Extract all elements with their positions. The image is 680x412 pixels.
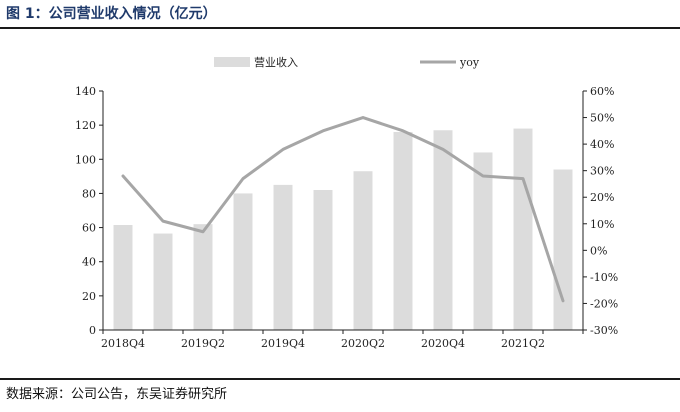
revenue-bar-2021Q2 [513,128,533,330]
revenue-bar-2020Q3 [393,131,413,330]
right-axis-ticks: -30% -20% -10% 0% 10% 20% 30% 40% 50% 60% [583,85,618,337]
right-tick-label: 0% [590,244,607,257]
yoy-line-series [121,116,565,303]
x-axis-ticks: 2018Q4 2019Q2 2019Q4 2020Q2 2020Q4 2021Q2 [101,330,584,350]
top-rule [0,27,680,29]
data-source-note: 数据来源：公司公告，东吴证券研究所 [6,387,228,402]
revenue-bar-2021Q1 [473,152,493,330]
legend-bar-swatch [214,57,250,67]
revenue-bar-2020Q1 [313,190,333,330]
left-tick-label: 140 [75,85,96,98]
chart-legend: 营业收入 yoy [214,55,480,69]
left-axis-ticks: 0 20 40 60 80 100 120 140 [75,85,103,337]
x-tick-label: 2019Q4 [261,337,305,350]
revenue-bar-2019Q1 [153,233,173,330]
right-tick-label: 10% [590,218,614,231]
left-tick-label: 20 [82,290,96,303]
revenue-bar-2019Q2 [193,224,213,330]
right-tick-label: -10% [590,271,618,284]
revenue-bar-2019Q4 [273,184,293,330]
right-tick-label: 50% [590,112,614,125]
legend-bar-label: 营业收入 [254,55,298,69]
x-tick-label: 2019Q2 [181,337,225,350]
right-tick-label: -30% [590,324,618,337]
revenue-bars [113,128,573,330]
legend-line-label: yoy [459,56,480,69]
x-tick-label: 2018Q4 [101,337,145,350]
yoy-line [121,116,565,303]
revenue-bar-2020Q2 [353,171,373,330]
figure-title: 图 1：公司营业收入情况（亿元） [6,6,217,22]
right-tick-label: 30% [590,165,614,178]
revenue-bar-2021Q3 [553,169,573,330]
revenue-bar-2018Q4 [113,225,133,330]
x-tick-label: 2021Q2 [501,337,545,350]
revenue-bar-2020Q4 [433,130,453,330]
revenue-bar-2019Q3 [233,193,253,330]
right-tick-label: -20% [590,297,618,310]
x-tick-label: 2020Q4 [421,337,465,350]
right-tick-label: 20% [590,191,614,204]
left-tick-label: 120 [75,119,96,132]
left-tick-label: 80 [82,187,96,200]
left-tick-label: 100 [75,153,96,166]
bottom-rule [0,378,680,380]
x-tick-label: 2020Q2 [341,337,385,350]
left-tick-label: 40 [82,256,96,269]
left-tick-label: 60 [82,222,96,235]
right-tick-label: 40% [590,138,614,151]
chart-axes [102,91,584,331]
right-tick-label: 60% [590,85,614,98]
left-tick-label: 0 [89,324,96,337]
